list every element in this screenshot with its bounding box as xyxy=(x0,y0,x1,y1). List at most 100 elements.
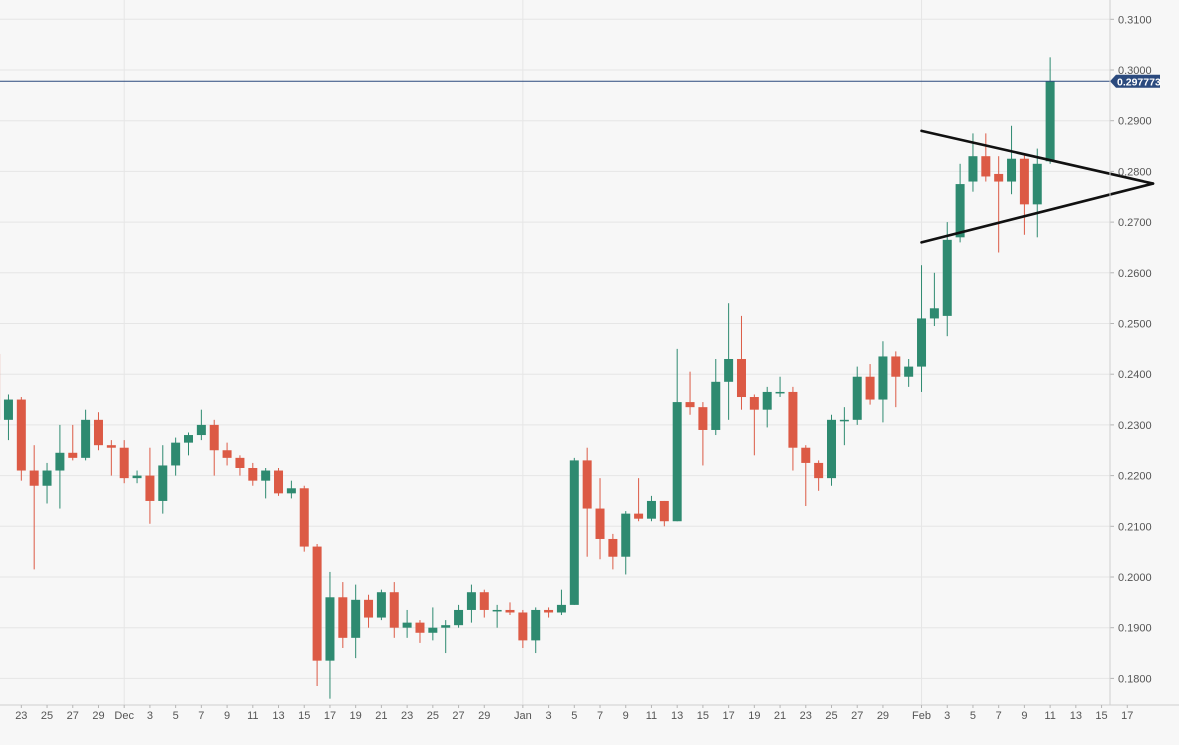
x-tick-label: 13 xyxy=(671,710,683,722)
candle-body xyxy=(209,424,219,451)
candle xyxy=(814,460,824,491)
candle xyxy=(338,582,348,648)
candle-body xyxy=(261,470,271,481)
y-tick-label: 0.2700 xyxy=(1118,217,1152,229)
candle-body xyxy=(171,442,181,466)
candle xyxy=(1019,153,1029,235)
current-price-line: 0.297773 xyxy=(0,74,1161,88)
y-tick-label: 0.2600 xyxy=(1118,268,1152,280)
candle xyxy=(274,467,284,496)
candle-body xyxy=(955,184,965,238)
x-tick-label: 17 xyxy=(722,710,734,722)
y-axis: 0.1800 0.1900 0.2000 0.2100 0.2200 0.2300 0.24… xyxy=(1109,0,1152,705)
x-tick-label: Dec xyxy=(114,710,134,722)
candle xyxy=(16,397,26,481)
candle-body xyxy=(492,609,502,612)
candle-body xyxy=(878,356,888,400)
candle-body xyxy=(608,538,618,557)
candle xyxy=(852,366,862,425)
candle xyxy=(479,589,489,618)
x-tick-label: 11 xyxy=(646,710,657,722)
y-tick-label: 0.2100 xyxy=(1118,521,1152,533)
candle xyxy=(325,571,335,699)
candle-body xyxy=(68,452,78,458)
candle xyxy=(415,620,425,643)
candle xyxy=(428,607,438,641)
candle xyxy=(299,485,309,552)
x-tick-label: 9 xyxy=(623,710,629,722)
candle xyxy=(672,348,682,522)
candle-body xyxy=(569,460,579,605)
candle xyxy=(145,447,155,524)
candle-body xyxy=(544,609,554,613)
candle xyxy=(891,351,901,408)
candle xyxy=(29,445,39,570)
x-tick-label: 7 xyxy=(198,710,204,722)
y-tick-label: 0.2400 xyxy=(1118,369,1152,381)
x-tick-label: 15 xyxy=(298,710,310,722)
candle-body xyxy=(801,447,811,463)
candle-body xyxy=(364,599,374,618)
candle xyxy=(209,419,219,476)
x-tick-label: 21 xyxy=(774,710,786,722)
candle xyxy=(454,604,464,628)
y-tick-label: 0.2300 xyxy=(1118,420,1152,432)
y-tick-label: 0.2800 xyxy=(1118,166,1152,178)
candle-body xyxy=(865,376,875,400)
candle xyxy=(736,315,746,410)
candle-body xyxy=(827,419,836,479)
candle-body xyxy=(1045,81,1055,162)
trendline-lower xyxy=(920,182,1155,244)
y-tick-label: 0.2200 xyxy=(1118,471,1152,483)
candle-body xyxy=(685,402,695,408)
x-tick-label: 5 xyxy=(571,710,577,722)
candle-body xyxy=(428,627,438,633)
x-tick-label: 23 xyxy=(800,710,812,722)
trendlines xyxy=(920,129,1155,244)
candle-body xyxy=(55,452,65,471)
candle-body xyxy=(994,173,1004,182)
candle xyxy=(608,533,618,570)
x-tick-label: 5 xyxy=(173,710,179,722)
current-price-tag xyxy=(1110,74,1160,88)
candle xyxy=(492,604,502,628)
candle-body xyxy=(274,470,284,494)
x-axis: 23 25 27 29 Dec 3 5 7 9 11 13 15 17 19 21 23 25 27 29 Jan 3 5… xyxy=(0,704,1179,722)
x-tick-label: 19 xyxy=(748,710,760,722)
candle xyxy=(196,409,206,441)
candle xyxy=(518,609,528,648)
candle xyxy=(119,440,129,484)
x-tick-label: 3 xyxy=(944,710,950,722)
candle-body xyxy=(749,397,759,410)
candle-body xyxy=(775,391,785,394)
candle-body xyxy=(531,609,541,641)
candle-body xyxy=(389,592,399,628)
candle xyxy=(171,437,181,476)
y-tick-label: 0.1900 xyxy=(1118,623,1152,635)
candle-body xyxy=(119,447,129,479)
candle-body xyxy=(904,366,914,377)
candle xyxy=(531,607,541,654)
candle-body xyxy=(852,376,862,420)
candle-body xyxy=(132,475,142,479)
candle-body xyxy=(917,318,927,367)
x-tick-label: 11 xyxy=(247,710,258,722)
candle-body xyxy=(325,597,335,661)
candle xyxy=(634,478,644,522)
candle xyxy=(402,609,412,638)
candle-body xyxy=(582,460,592,509)
candle xyxy=(827,414,836,486)
candle-body xyxy=(81,419,91,458)
candle xyxy=(865,364,875,405)
candle xyxy=(3,394,13,441)
candle-body xyxy=(981,156,991,177)
current-price-label: 0.297773 xyxy=(1117,76,1161,88)
candle-body xyxy=(1019,158,1029,205)
candle xyxy=(42,462,52,504)
x-tick-label: 13 xyxy=(1070,710,1082,722)
y-tick-label: 0.2000 xyxy=(1118,572,1152,584)
candle-body xyxy=(415,622,425,633)
y-tick-label: 0.2900 xyxy=(1118,116,1152,128)
candle xyxy=(235,455,245,476)
